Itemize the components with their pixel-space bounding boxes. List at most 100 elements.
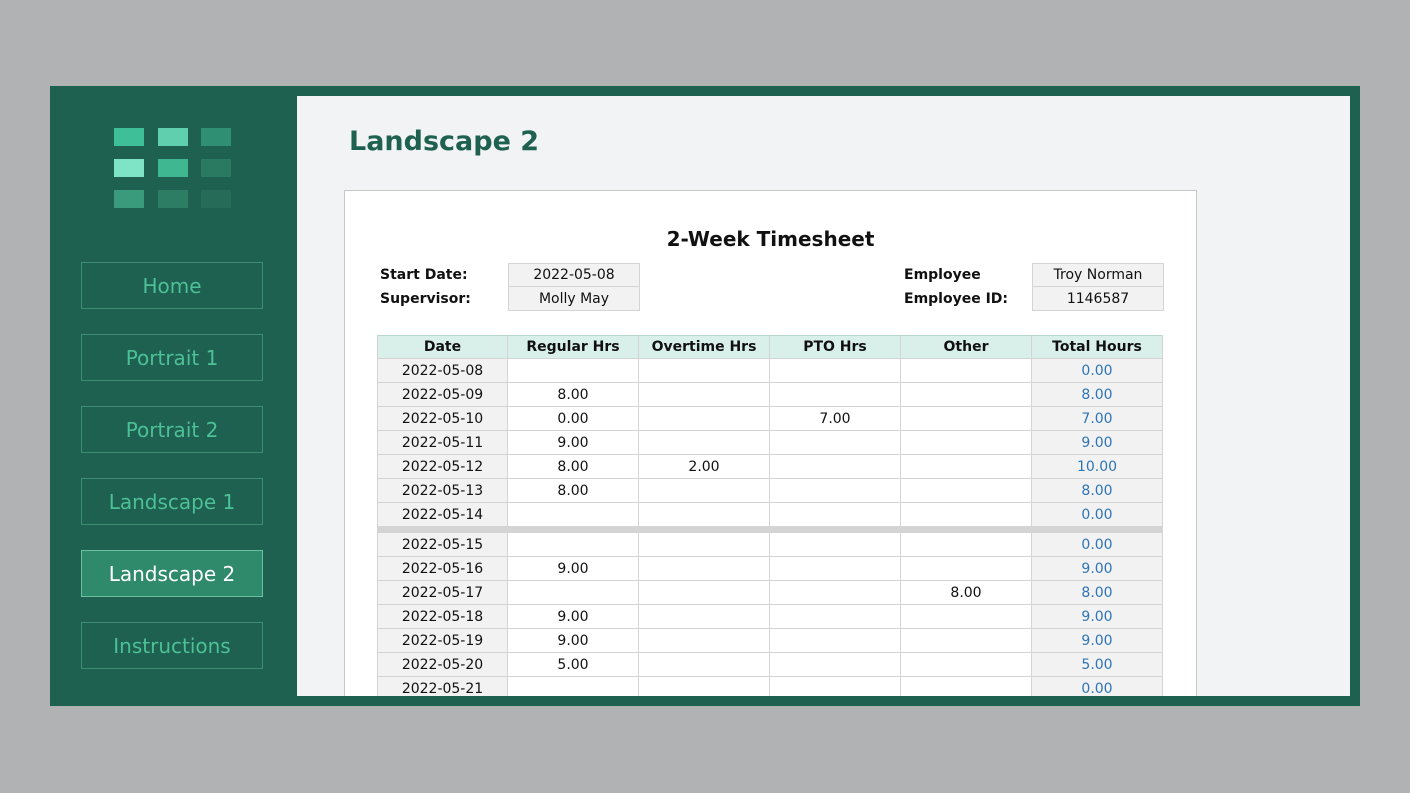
- table-cell: [770, 533, 901, 557]
- table-cell: [770, 605, 901, 629]
- table-cell: 2022-05-11: [377, 431, 508, 455]
- table-cell: [639, 479, 770, 503]
- table-cell: 5.00: [1032, 653, 1163, 677]
- table-cell: 2022-05-10: [377, 407, 508, 431]
- timesheet: 2-Week Timesheet Start Date: 2022-05-08 Su…: [344, 190, 1197, 696]
- table-cell: 8.00: [1032, 383, 1163, 407]
- logo-tile: [201, 159, 231, 177]
- content-area: Landscape 2 2-Week Timesheet Start Date:…: [297, 96, 1350, 696]
- nav-button[interactable]: Portrait 1: [81, 334, 263, 381]
- nav-button[interactable]: Instructions: [81, 622, 263, 669]
- table-cell: 2022-05-08: [377, 359, 508, 383]
- info-label: Start Date:: [380, 267, 468, 283]
- table-cell: [901, 653, 1032, 677]
- table-cell: 9.00: [1032, 557, 1163, 581]
- table-cell: 9.00: [508, 629, 639, 653]
- table-cell: [770, 581, 901, 605]
- table-cell: 2022-05-17: [377, 581, 508, 605]
- table-cell: [901, 557, 1032, 581]
- logo-tile: [201, 190, 231, 208]
- table-cell: 2022-05-13: [377, 479, 508, 503]
- table-cell: 0.00: [1032, 359, 1163, 383]
- table-cell: [639, 581, 770, 605]
- table-cell: 7.00: [1032, 407, 1163, 431]
- info-label: Employee: [904, 267, 981, 283]
- nav-button[interactable]: Home: [81, 262, 263, 309]
- table-cell: 2022-05-09: [377, 383, 508, 407]
- table-cell: 0.00: [1032, 503, 1163, 527]
- table-cell: [901, 479, 1032, 503]
- table-cell: [639, 407, 770, 431]
- info-label: Employee ID:: [904, 291, 1009, 307]
- table-cell: [901, 431, 1032, 455]
- logo-tile: [114, 159, 144, 177]
- logo-tile: [114, 190, 144, 208]
- table-cell: [639, 533, 770, 557]
- logo-tile: [157, 128, 188, 146]
- table-cell: [770, 383, 901, 407]
- table-cell: 5.00: [508, 653, 639, 677]
- table-cell: [770, 677, 901, 696]
- table-cell: [901, 455, 1032, 479]
- table-cell: [508, 677, 639, 696]
- table-cell: [901, 677, 1032, 696]
- table-cell: [639, 431, 770, 455]
- table-cell: [901, 629, 1032, 653]
- table-cell: 0.00: [1032, 533, 1163, 557]
- column-header: Overtime Hrs: [639, 335, 770, 359]
- table-cell: [901, 605, 1032, 629]
- table-cell: 2022-05-14: [377, 503, 508, 527]
- table-cell: 9.00: [508, 605, 639, 629]
- table-cell: [770, 455, 901, 479]
- table-cell: [639, 605, 770, 629]
- sheet-title: 2-Week Timesheet: [666, 227, 875, 251]
- table-cell: [639, 557, 770, 581]
- info-value: 1146587: [1032, 287, 1164, 311]
- table-cell: [639, 629, 770, 653]
- table-cell: 2022-05-16: [377, 557, 508, 581]
- nav-button[interactable]: Landscape 2: [81, 550, 263, 597]
- table-cell: 2022-05-15: [377, 533, 508, 557]
- column-header: Regular Hrs: [508, 335, 639, 359]
- table-cell: [901, 359, 1032, 383]
- table-cell: [901, 383, 1032, 407]
- table-cell: 2022-05-19: [377, 629, 508, 653]
- table-cell: 8.00: [1032, 581, 1163, 605]
- table-cell: [901, 533, 1032, 557]
- table-cell: [639, 383, 770, 407]
- table-cell: [770, 629, 901, 653]
- table-cell: 2022-05-21: [377, 677, 508, 696]
- table-cell: 9.00: [508, 431, 639, 455]
- nav-button[interactable]: Portrait 2: [81, 406, 263, 453]
- table-cell: 9.00: [1032, 605, 1163, 629]
- table-cell: [770, 479, 901, 503]
- table-cell: [639, 677, 770, 696]
- nav-button[interactable]: Landscape 1: [81, 478, 263, 525]
- table-cell: 8.00: [508, 479, 639, 503]
- table-cell: 2022-05-12: [377, 455, 508, 479]
- column-header: PTO Hrs: [770, 335, 901, 359]
- logo-tile: [114, 128, 144, 146]
- table-cell: [770, 359, 901, 383]
- table-cell: [639, 653, 770, 677]
- table-cell: 2022-05-18: [377, 605, 508, 629]
- table-cell: 0.00: [1032, 677, 1163, 696]
- column-header: Other: [901, 335, 1032, 359]
- table-cell: [639, 359, 770, 383]
- table-cell: 10.00: [1032, 455, 1163, 479]
- table-cell: [770, 653, 901, 677]
- column-header: Date: [377, 335, 508, 359]
- table-cell: 8.00: [508, 383, 639, 407]
- table-cell: [508, 581, 639, 605]
- info-value: Molly May: [508, 287, 640, 311]
- table-cell: [901, 503, 1032, 527]
- table-cell: 7.00: [770, 407, 901, 431]
- table-cell: [508, 533, 639, 557]
- table-cell: [508, 359, 639, 383]
- table-cell: [639, 503, 770, 527]
- table-cell: [508, 503, 639, 527]
- app-frame: Home Portrait 1 Portrait 2 Landscape 1 Lands…: [50, 86, 1360, 706]
- table-cell: 9.00: [508, 557, 639, 581]
- logo-tile: [157, 190, 188, 208]
- table-cell: [770, 431, 901, 455]
